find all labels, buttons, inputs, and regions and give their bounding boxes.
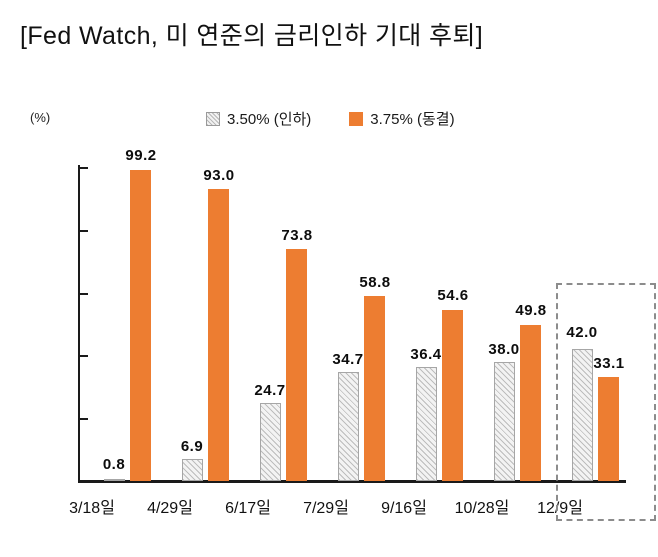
y-axis-line: [78, 165, 80, 483]
bar-orange[interactable]: [364, 296, 385, 481]
x-axis-label: 7/29일: [303, 500, 349, 517]
bar-value-label: 58.8: [359, 274, 391, 291]
legend-label-hold: 3.75% (동결): [370, 111, 455, 128]
bar-orange[interactable]: [598, 377, 619, 481]
bar-orange[interactable]: [130, 169, 151, 481]
x-axis-label: 10/28일: [454, 500, 510, 517]
bar-group: 6.9 93.0: [170, 167, 244, 481]
chart-legend: 3.50% (인하) 3.75% (동결): [206, 108, 455, 129]
x-axis-label: 4/29일: [147, 500, 193, 517]
bar-orange[interactable]: [208, 189, 229, 481]
x-axis-label: 12/9일: [537, 500, 583, 517]
bar-value-label: 49.8: [515, 302, 547, 319]
bar-orange[interactable]: [442, 309, 463, 481]
legend-swatch-orange-icon: [349, 111, 364, 126]
y-tick-60: [80, 292, 88, 295]
bar-value-label: 38.0: [488, 341, 520, 358]
y-tick-40: [80, 355, 88, 358]
bar-value-label: 42.0: [566, 324, 598, 341]
y-tick-80: [80, 229, 88, 232]
bar-value-label: 34.7: [332, 351, 364, 368]
bar-group: 34.7 58.8: [326, 167, 400, 481]
bar-orange[interactable]: [520, 324, 541, 481]
legend-swatch-hatched-icon: [206, 111, 220, 126]
legend-item-hold: 3.75% (동결): [349, 108, 455, 129]
y-axis-unit-label: (%): [30, 110, 51, 125]
bar-gray[interactable]: [104, 478, 125, 481]
plot-area: 100 80 60 40 20 0 0.8 99.2 6.9 93.0 24.7…: [78, 147, 646, 483]
bar-group-highlighted: 42.0 33.1: [560, 167, 634, 481]
legend-label-cut: 3.50% (인하): [227, 111, 312, 128]
bar-value-label: 93.0: [203, 167, 235, 184]
page-title: [Fed Watch, 미 연준의 금리인하 기대 후퇴]: [20, 22, 484, 50]
bar-value-label: 73.8: [281, 227, 313, 244]
bar-value-label: 6.9: [180, 438, 204, 455]
bar-value-label: 24.7: [254, 382, 286, 399]
bar-value-label: 54.6: [437, 287, 469, 304]
bar-gray[interactable]: [416, 366, 437, 481]
bar-value-label: 0.8: [102, 456, 126, 473]
bar-group: 24.7 73.8: [248, 167, 322, 481]
y-tick-20: [80, 418, 88, 421]
bar-gray[interactable]: [338, 372, 359, 481]
x-axis-line: [78, 480, 626, 483]
x-axis-label: 3/18일: [69, 500, 115, 517]
bar-value-label: 99.2: [125, 147, 157, 164]
bar-orange[interactable]: [286, 249, 307, 481]
bar-group: 38.0 49.8: [482, 167, 556, 481]
bar-gray[interactable]: [572, 349, 593, 481]
y-tick-100: [80, 167, 88, 169]
bar-gray[interactable]: [260, 403, 281, 481]
legend-item-cut: 3.50% (인하): [206, 108, 311, 129]
x-axis-label: 6/17일: [225, 500, 271, 517]
bar-gray[interactable]: [182, 459, 203, 481]
x-axis-label: 9/16일: [381, 500, 427, 517]
bar-value-label: 33.1: [593, 355, 625, 372]
bar-gray[interactable]: [494, 361, 515, 481]
bar-value-label: 36.4: [410, 346, 442, 363]
bar-group: 0.8 99.2: [92, 147, 166, 481]
bar-group: 36.4 54.6: [404, 167, 478, 481]
